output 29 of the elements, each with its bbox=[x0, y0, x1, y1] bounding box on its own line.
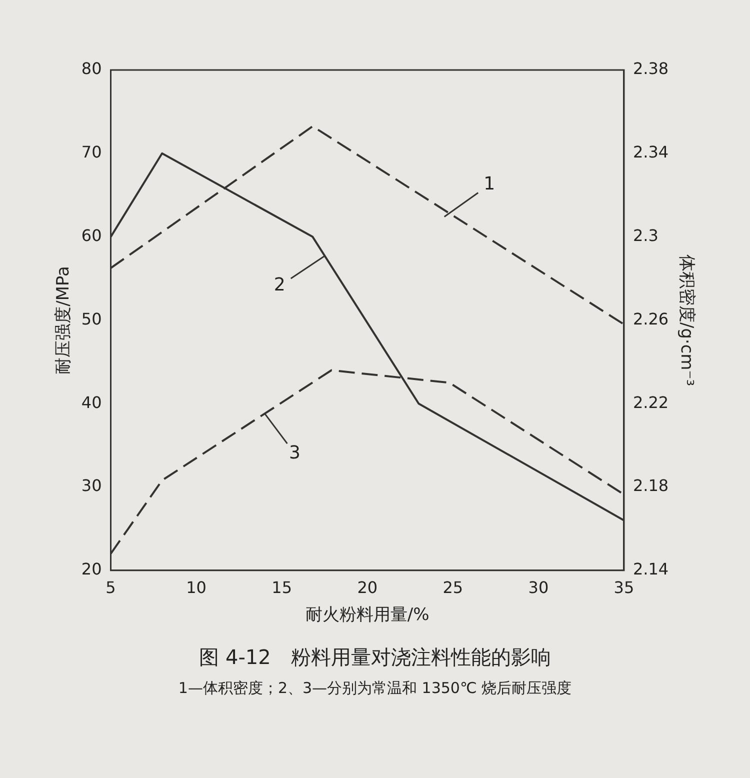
y2-tick-label: 2.3 bbox=[632, 226, 658, 245]
y2-tick-label: 2.38 bbox=[632, 59, 669, 78]
annotation: 2 bbox=[274, 274, 286, 296]
y2-tick-label: 2.14 bbox=[632, 560, 669, 579]
y-tick-label: 50 bbox=[81, 309, 102, 328]
y2-tick-label: 2.34 bbox=[632, 142, 669, 162]
y2-tick-label: 2.26 bbox=[632, 309, 669, 328]
y2-tick-label: 2.22 bbox=[632, 392, 669, 412]
x-tick-label: 35 bbox=[614, 578, 634, 598]
text: 1—体积密度；2、3—分别为常温和 1350℃ 烧后耐压强度 bbox=[177, 679, 573, 698]
x-tick-label: 5 bbox=[106, 578, 116, 598]
x-tick-label: 20 bbox=[357, 578, 378, 598]
y-tick-label: 30 bbox=[81, 476, 102, 496]
x-tick-label: 15 bbox=[272, 578, 292, 598]
annotation: 1 bbox=[484, 173, 496, 194]
y-tick-label: 40 bbox=[81, 392, 102, 412]
y2-tick-label: 2.18 bbox=[632, 476, 669, 496]
x-tick-label: 30 bbox=[528, 578, 549, 598]
y2-axis-title: 体积密度/g·cm⁻³ bbox=[676, 254, 696, 386]
y-axis-title: 耐压强度/MPa bbox=[54, 266, 74, 374]
x-tick-label: 10 bbox=[186, 578, 206, 598]
x-tick-label: 25 bbox=[442, 578, 464, 598]
x-axis-title: 耐火粉料用量/% bbox=[305, 605, 430, 626]
y-tick-label: 70 bbox=[81, 142, 102, 162]
y-tick-label: 60 bbox=[81, 226, 102, 245]
annotation: 3 bbox=[288, 442, 300, 464]
y-tick-label: 80 bbox=[81, 59, 102, 78]
y-tick-label: 20 bbox=[81, 560, 102, 579]
text: 图 4-12 粉料用量对浇注料性能的影响 bbox=[198, 644, 552, 671]
